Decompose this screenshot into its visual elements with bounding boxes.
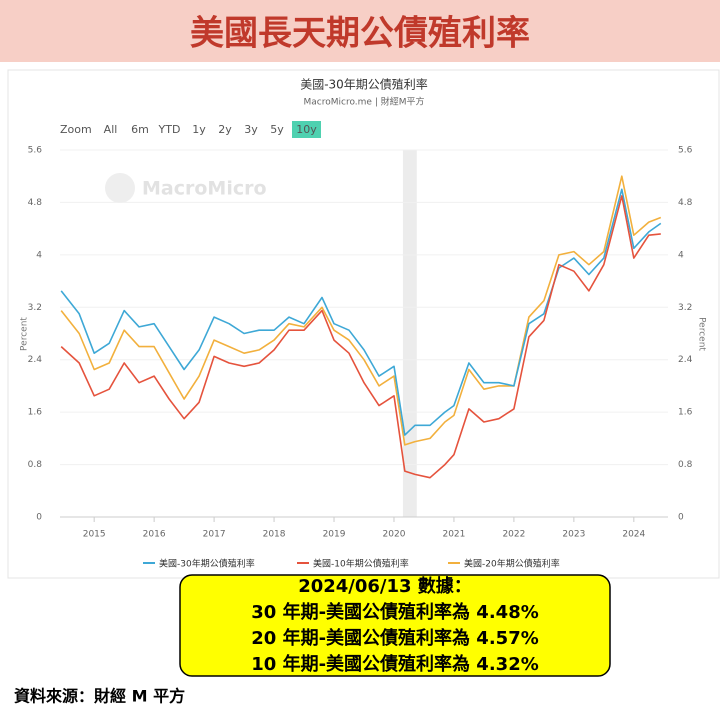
header-title: 美國長天期公債殖利率: [190, 14, 530, 54]
callout-box: [179, 574, 611, 677]
y2-tick-label: 4: [678, 250, 684, 260]
callout-line: 20 年期-美國公債殖利率為 4.57%: [251, 627, 539, 649]
y2-tick-label: 0.8: [678, 460, 693, 470]
shaded-region: [402, 150, 417, 517]
y-tick-label: 3.2: [28, 303, 42, 313]
series-line: [60, 195, 661, 479]
callout-line: 30 年期-美國公債殖利率為 4.48%: [251, 601, 539, 623]
y2-tick-label: 2.4: [678, 355, 693, 365]
y2-tick-label: 3.2: [678, 303, 692, 313]
watermark-logo: [105, 173, 135, 203]
x-tick-label: 2023: [562, 530, 585, 540]
y-tick-label: 2.4: [28, 355, 43, 365]
y2-tick-label: 0: [678, 513, 684, 523]
zoom-button[interactable]: 5y: [270, 123, 284, 136]
y-axis-label: Percent: [20, 317, 30, 351]
zoom-button[interactable]: YTD: [158, 123, 181, 136]
zoom-button[interactable]: All: [104, 123, 118, 136]
zoom-button[interactable]: 2y: [218, 123, 232, 136]
x-tick-label: 2015: [83, 530, 106, 540]
y-tick-label: 0: [36, 513, 42, 523]
zoom-button[interactable]: 6m: [131, 123, 149, 136]
zoom-label: Zoom: [60, 123, 92, 136]
y2-tick-label: 1.6: [678, 408, 693, 418]
x-tick-label: 2020: [383, 530, 406, 540]
y2-tick-label: 4.8: [678, 198, 693, 208]
zoom-button[interactable]: 3y: [244, 123, 258, 136]
y-tick-label: 4: [36, 250, 42, 260]
x-tick-label: 2018: [263, 530, 286, 540]
series-line: [60, 175, 662, 446]
x-tick-label: 2024: [622, 530, 645, 540]
legend-label[interactable]: 美國-10年期公債殖利率: [313, 558, 409, 570]
callout-line: 10 年期-美國公債殖利率為 4.32%: [251, 653, 539, 675]
y2-axis-label: Percent: [697, 317, 707, 351]
y-tick-label: 0.8: [28, 460, 43, 470]
zoom-selected-bg: [292, 121, 321, 138]
x-tick-label: 2017: [203, 530, 226, 540]
source: 資料來源：財經 M 平方: [14, 687, 185, 706]
legend-label[interactable]: 美國-20年期公債殖利率: [464, 558, 560, 570]
chart-subtitle: MacroMicro.me | 財經M平方: [304, 96, 425, 108]
zoom-button[interactable]: 1y: [192, 123, 206, 136]
watermark: MacroMicro: [142, 178, 267, 200]
chart-card: [7, 69, 720, 579]
x-tick-label: 2021: [442, 530, 465, 540]
legend-label[interactable]: 美國-30年期公債殖利率: [159, 558, 255, 570]
zoom-button[interactable]: 10y: [296, 123, 317, 136]
x-tick-label: 2016: [143, 530, 166, 540]
callout-line: 2024/06/13 數據：: [298, 575, 472, 597]
chart-title: 美國-30年期公債殖利率: [300, 77, 428, 92]
x-tick-label: 2022: [502, 530, 525, 540]
y-tick-label: 4.8: [28, 198, 43, 208]
header-band: [0, 0, 720, 62]
y-tick-label: 5.6: [28, 146, 43, 156]
y-tick-label: 1.6: [28, 408, 43, 418]
y2-tick-label: 5.6: [678, 146, 693, 156]
x-tick-label: 2019: [323, 530, 346, 540]
